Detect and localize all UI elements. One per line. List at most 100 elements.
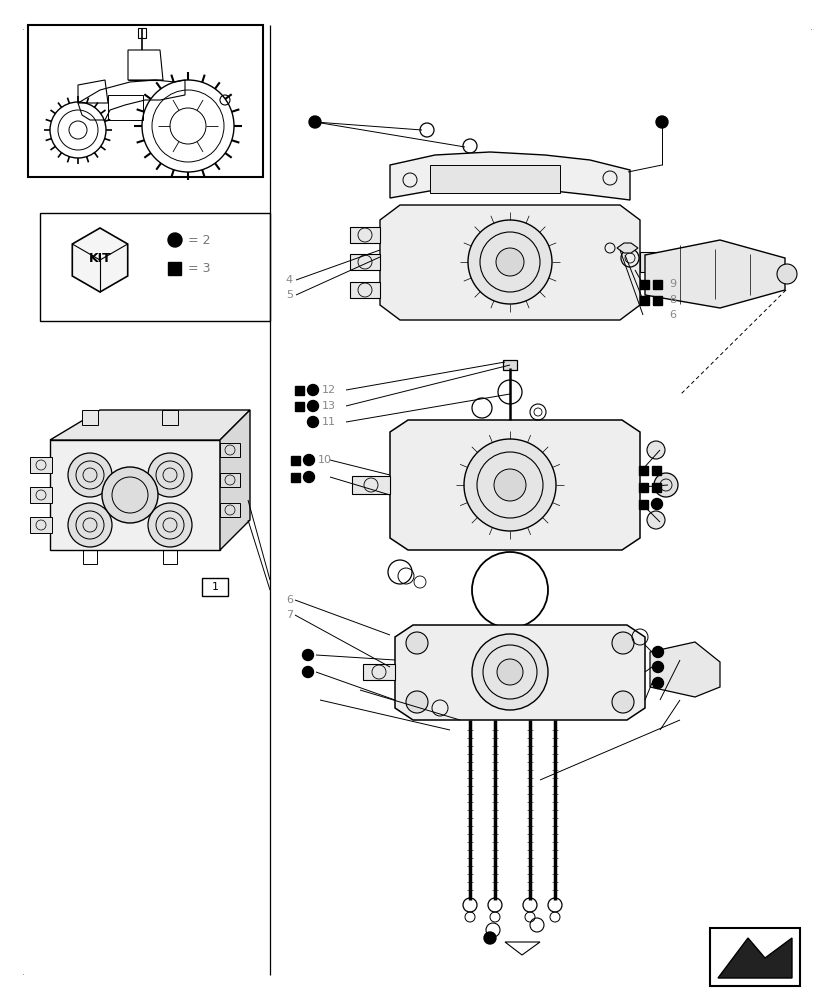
Circle shape [776,264,796,284]
Bar [220,503,240,517]
Bar [295,401,304,410]
Circle shape [168,233,182,247]
Bar [163,550,177,564]
Circle shape [307,416,318,428]
Bar [429,165,559,193]
Text: 6: 6 [285,595,293,605]
Bar [652,483,661,491]
Text: KIT: KIT [88,251,112,264]
Circle shape [495,248,523,276]
Circle shape [68,503,112,547]
Circle shape [148,453,192,497]
Circle shape [484,932,495,944]
Bar [653,296,662,304]
Bar [30,517,52,533]
Circle shape [646,441,664,459]
Circle shape [405,632,428,654]
Bar [28,25,263,177]
Bar [30,457,52,473]
Circle shape [652,662,662,672]
Bar [502,360,516,370]
Circle shape [496,659,523,685]
Bar [291,456,300,464]
Bar [639,252,657,272]
Text: 6: 6 [668,310,675,320]
Polygon shape [717,938,791,978]
Polygon shape [390,420,639,550]
Circle shape [302,666,313,678]
Polygon shape [390,152,629,200]
Circle shape [611,691,633,713]
Circle shape [494,469,525,501]
Circle shape [653,473,677,497]
Text: 4: 4 [285,275,293,285]
Circle shape [651,498,662,510]
Circle shape [302,650,313,660]
Text: 1: 1 [211,582,218,592]
Bar [40,213,270,321]
Bar [653,279,662,288]
Polygon shape [350,227,380,243]
Bar [220,443,240,457]
Circle shape [655,116,667,128]
Text: 8: 8 [668,295,676,305]
Polygon shape [351,476,390,494]
Polygon shape [644,240,784,308]
Circle shape [68,453,112,497]
Text: = 2: = 2 [188,233,210,246]
Text: 12: 12 [322,385,336,395]
Text: 11: 11 [322,417,336,427]
Text: 13: 13 [322,401,336,411]
Circle shape [148,503,192,547]
Text: 5: 5 [285,290,293,300]
Bar [82,410,98,425]
Polygon shape [50,410,250,440]
Circle shape [652,647,662,658]
Bar [640,296,648,304]
Text: ·: · [22,970,25,980]
Bar [162,410,178,425]
Polygon shape [649,642,719,697]
Circle shape [467,220,552,304]
Circle shape [611,632,633,654]
Circle shape [304,454,314,466]
Polygon shape [350,254,380,270]
Bar [83,550,97,564]
Circle shape [102,467,158,523]
Bar [640,279,648,288]
Polygon shape [50,440,220,550]
Circle shape [307,400,318,412]
Circle shape [463,439,555,531]
Circle shape [646,511,664,529]
Circle shape [308,116,321,128]
Polygon shape [220,410,250,550]
Bar [709,928,799,986]
Polygon shape [362,664,394,680]
Bar [638,483,648,491]
Text: = 3: = 3 [188,261,210,274]
Polygon shape [350,282,380,298]
Bar [638,499,648,508]
Polygon shape [616,243,638,253]
Polygon shape [72,228,127,292]
Text: ·: · [809,25,812,35]
Bar [295,385,304,394]
Circle shape [304,472,314,483]
Polygon shape [394,625,644,720]
Text: 7: 7 [285,610,293,620]
Bar [138,28,146,38]
Text: 9: 9 [668,279,676,289]
Bar [202,578,227,596]
Bar [220,473,240,487]
Bar [30,487,52,503]
Bar [108,95,143,120]
Bar [638,466,648,475]
Bar [169,261,181,274]
Text: ·: · [22,25,25,35]
Circle shape [471,634,547,710]
Polygon shape [380,205,639,320]
Circle shape [405,691,428,713]
Bar [291,473,300,482]
Circle shape [652,678,662,688]
Bar [652,466,661,475]
